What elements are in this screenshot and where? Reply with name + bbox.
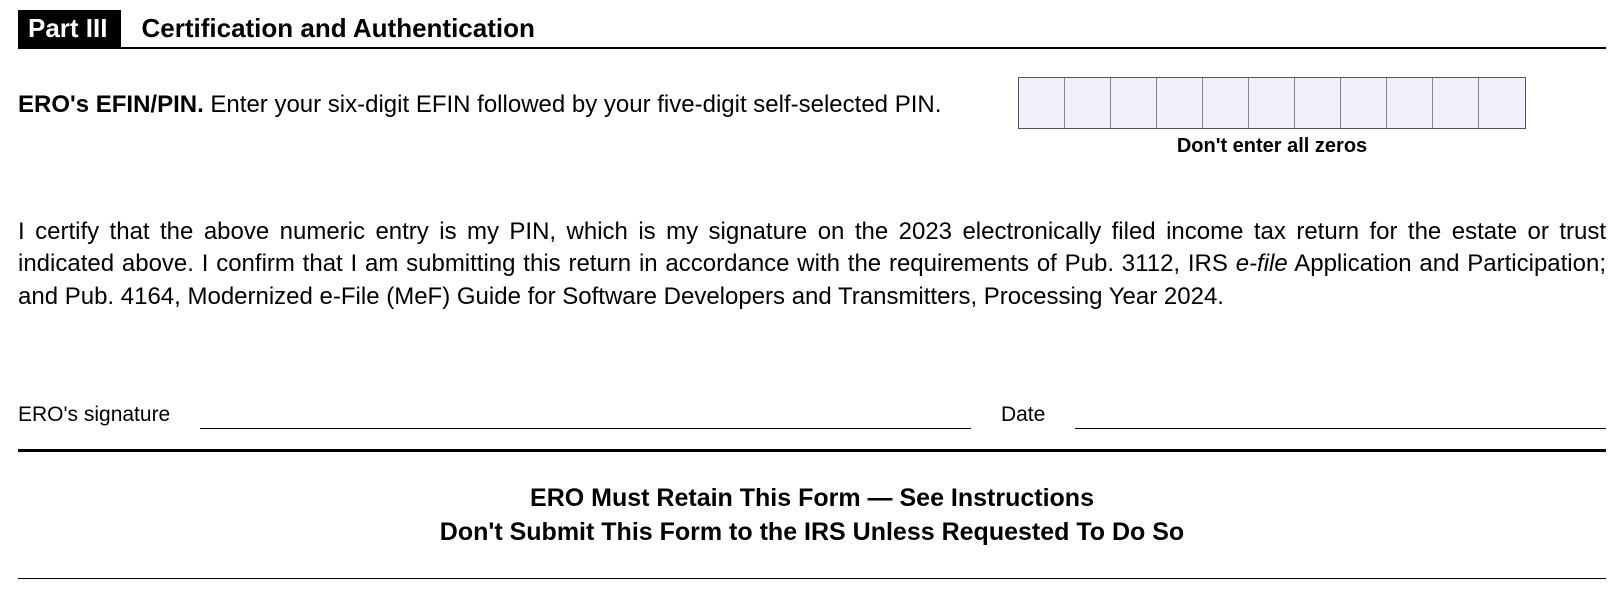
retain-line1: ERO Must Retain This Form — See Instruct… xyxy=(18,482,1606,516)
pin-box[interactable] xyxy=(1479,78,1525,128)
pin-entry-section: Don't enter all zeros xyxy=(1018,77,1526,158)
pin-box[interactable] xyxy=(1295,78,1341,128)
pin-box[interactable] xyxy=(1341,78,1387,128)
efin-label-bold: ERO's EFIN/PIN. xyxy=(18,91,204,118)
pin-box[interactable] xyxy=(1019,78,1065,128)
divider-thick xyxy=(18,449,1606,452)
divider-thin xyxy=(18,578,1606,579)
section-header: Part III Certification and Authenticatio… xyxy=(18,10,1606,49)
part-label: Part III xyxy=(18,10,121,47)
pin-box[interactable] xyxy=(1157,78,1203,128)
pin-box[interactable] xyxy=(1387,78,1433,128)
certification-text: I certify that the above numeric entry i… xyxy=(18,216,1606,313)
efin-instruction: Enter your six-digit EFIN followed by yo… xyxy=(204,91,942,118)
signature-row: ERO's signature Date xyxy=(18,403,1606,429)
pin-caption: Don't enter all zeros xyxy=(1018,135,1526,158)
date-label: Date xyxy=(1001,403,1045,429)
pin-box[interactable] xyxy=(1433,78,1479,128)
pin-box[interactable] xyxy=(1249,78,1295,128)
cert-text-italic: e-file xyxy=(1236,250,1288,277)
pin-box[interactable] xyxy=(1203,78,1249,128)
efin-instruction-text: ERO's EFIN/PIN. Enter your six-digit EFI… xyxy=(18,77,941,119)
signature-line[interactable] xyxy=(200,407,971,429)
retain-line2: Don't Submit This Form to the IRS Unless… xyxy=(18,516,1606,550)
part-title: Certification and Authentication xyxy=(121,10,534,47)
retain-instructions: ERO Must Retain This Form — See Instruct… xyxy=(18,482,1606,550)
pin-box[interactable] xyxy=(1111,78,1157,128)
efin-pin-row: ERO's EFIN/PIN. Enter your six-digit EFI… xyxy=(18,77,1606,158)
pin-box[interactable] xyxy=(1065,78,1111,128)
date-line[interactable] xyxy=(1075,407,1606,429)
pin-boxes-container xyxy=(1018,77,1526,129)
signature-label: ERO's signature xyxy=(18,403,170,429)
